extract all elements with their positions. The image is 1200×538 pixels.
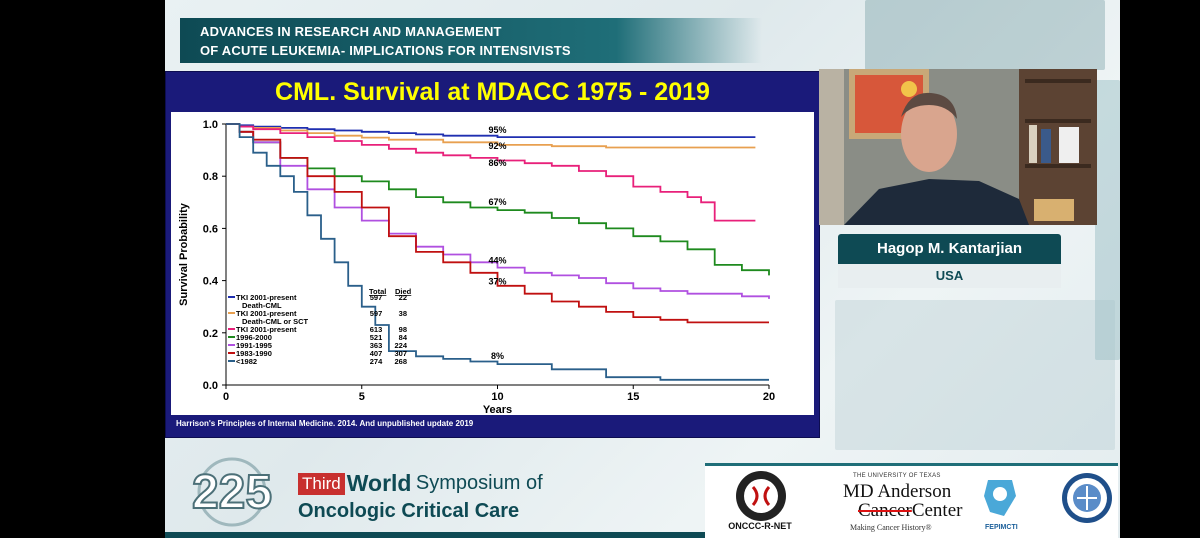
x-tick-label: 0 <box>223 391 229 403</box>
series-line <box>226 123 756 222</box>
legend-entry-total: 274 <box>370 357 383 366</box>
slide-citation: Harrison's Principles of Internal Medici… <box>176 419 474 428</box>
data-label: 44% <box>488 256 506 266</box>
third-badge: Third <box>298 472 345 495</box>
speaker-name: Hagop M. Kantarjian <box>838 234 1061 264</box>
y-tick-label: 0.4 <box>203 276 219 288</box>
legend-entry-name: 1991-1995 <box>236 341 272 350</box>
legend-entry-died: 268 <box>394 357 407 366</box>
y-tick-label: 0.6 <box>203 223 218 235</box>
session-title-line2: OF ACUTE LEUKEMIA- IMPLICATIONS FOR INTE… <box>200 43 571 58</box>
legend-entry-name: <1982 <box>236 357 257 366</box>
global-society-seal-icon <box>1062 473 1112 523</box>
data-label: 95% <box>488 125 506 135</box>
legend-entry-died: 84 <box>399 333 408 342</box>
legend-entry-died: 98 <box>399 325 407 334</box>
plot-area: 0.0 0.2 0.4 0.6 0.8 1.0 0 5 10 15 20 Years Survival … <box>171 112 814 415</box>
slide-title: CML. Survival at MDACC 1975 - 2019 <box>275 78 710 106</box>
y-tick-label: 0.0 <box>203 380 218 392</box>
series-line <box>226 123 769 381</box>
series-line <box>226 123 756 138</box>
series-line <box>226 123 770 299</box>
data-label: 67% <box>488 197 506 207</box>
conference-frame: ADVANCES IN RESEARCH AND MANAGEMENT OF A… <box>165 0 1120 538</box>
speaker-country: USA <box>838 264 1061 288</box>
legend-entry-total: 407 <box>370 349 383 358</box>
legend-entry-name: TKI 2001-present <box>236 293 297 302</box>
legend-entry-total: 613 <box>370 325 383 334</box>
y-tick-label: 1.0 <box>203 119 218 131</box>
onccc-logo-icon <box>736 471 786 521</box>
series-line <box>226 123 769 324</box>
data-label: 86% <box>488 158 506 168</box>
legend-entry-died: 224 <box>394 341 407 350</box>
world-text: World <box>346 470 412 496</box>
x-axis-label: Years <box>483 404 512 415</box>
legend-entry-total: 363 <box>370 341 383 350</box>
legend-entry-total: 597 <box>370 293 383 302</box>
fepimcti-label: FEPIMCTI <box>985 524 1018 531</box>
x-tick-label: 10 <box>491 391 503 403</box>
mda-cancer-word: Cancer <box>858 500 912 521</box>
x-tick-label: 5 <box>359 391 365 403</box>
mda-name-line1: MD Anderson <box>843 481 952 502</box>
background-decoration <box>835 300 1115 450</box>
legend-header-died: Died <box>395 287 412 296</box>
event-number-logo: 225 <box>191 457 273 527</box>
legend-entry-total: 521 <box>370 333 383 342</box>
sponsor-panel: ONCCC-R-NET THE UNIVERSITY OF TEXAS MD A… <box>705 463 1118 538</box>
x-tick-label: 15 <box>627 391 639 403</box>
series-line <box>226 123 756 149</box>
legend-entry-died: 307 <box>394 349 407 358</box>
onccc-label: ONCCC-R-NET <box>728 521 792 531</box>
symposium-line1: Third World Symposium of <box>298 470 543 496</box>
legend-entry-name: TKI 2001-present <box>236 309 297 318</box>
presentation-slide: CML. Survival at MDACC 1975 - 2019 0.0 0.… <box>165 71 820 438</box>
legend-header-total: Total <box>369 287 386 296</box>
legend-entry-name: 1996-2000 <box>236 333 272 342</box>
background-decoration <box>865 0 1105 70</box>
event-number: 225 <box>192 466 272 519</box>
legend-entry-subtitle: Death-CML <box>242 301 282 310</box>
data-label: 92% <box>488 141 506 151</box>
background-decoration <box>1095 80 1120 360</box>
legend-entry-name: TKI 2001-present <box>236 325 297 334</box>
mda-university-label: THE UNIVERSITY OF TEXAS <box>853 473 941 479</box>
y-axis-label: Survival Probability <box>178 202 190 306</box>
legend-entry-subtitle: Death-CML or SCT <box>242 317 309 326</box>
data-label: 8% <box>491 351 504 361</box>
footer-band <box>165 532 705 538</box>
y-tick-label: 0.2 <box>203 328 218 340</box>
mda-name-line2: CancerCenter <box>858 500 962 522</box>
speaker-video-feed <box>819 69 1097 225</box>
y-tick-label: 0.8 <box>203 171 218 183</box>
x-tick-label: 20 <box>763 391 775 403</box>
session-header: ADVANCES IN RESEARCH AND MANAGEMENT OF A… <box>180 18 762 63</box>
legend-entry-name: 1983-1990 <box>236 349 272 358</box>
session-title-line1: ADVANCES IN RESEARCH AND MANAGEMENT <box>200 24 502 39</box>
mda-center-word: Center <box>911 500 963 521</box>
legend-entry-died: 22 <box>399 293 407 302</box>
data-label: 37% <box>488 277 506 287</box>
speaker-video <box>819 69 1097 225</box>
symposium-line2: Oncologic Critical Care <box>298 500 520 522</box>
symposium-text: Symposium of <box>415 472 543 494</box>
legend-entry-died: 38 <box>399 309 407 318</box>
mda-tagline: Making Cancer History® <box>850 523 932 532</box>
fepimcti-logo-icon <box>984 480 1016 516</box>
survival-chart: 0.0 0.2 0.4 0.6 0.8 1.0 0 5 10 15 20 Years Survival … <box>178 119 775 415</box>
legend-entry-total: 597 <box>370 309 383 318</box>
